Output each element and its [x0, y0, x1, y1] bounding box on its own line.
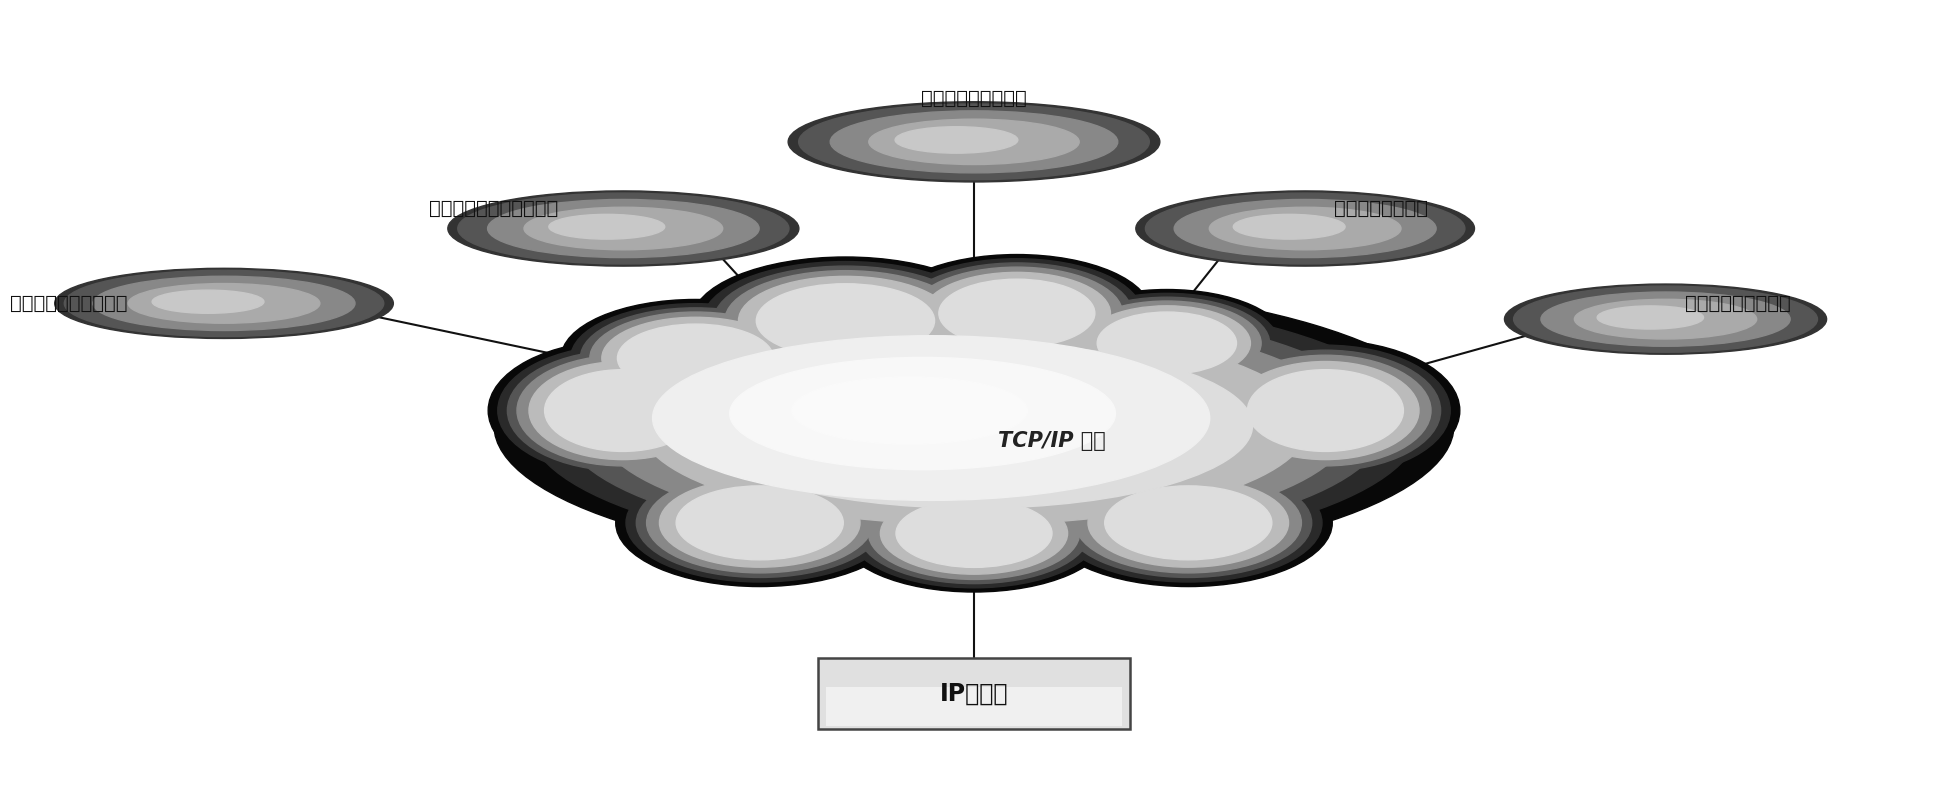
Ellipse shape — [1056, 293, 1278, 393]
Ellipse shape — [55, 268, 393, 339]
Ellipse shape — [1064, 297, 1270, 389]
Ellipse shape — [713, 266, 978, 375]
Ellipse shape — [590, 312, 801, 404]
Ellipse shape — [756, 284, 935, 358]
Ellipse shape — [487, 199, 760, 258]
Ellipse shape — [1210, 207, 1401, 250]
Ellipse shape — [545, 370, 701, 452]
Ellipse shape — [448, 191, 799, 266]
Ellipse shape — [1073, 301, 1260, 385]
Ellipse shape — [1231, 362, 1418, 459]
Ellipse shape — [499, 345, 748, 476]
Text: 交互式电视业务提供设备: 交互式电视业务提供设备 — [429, 199, 557, 218]
Ellipse shape — [625, 463, 894, 582]
Ellipse shape — [676, 486, 843, 559]
Ellipse shape — [506, 350, 738, 471]
Ellipse shape — [840, 474, 1108, 592]
Ellipse shape — [549, 214, 664, 240]
Ellipse shape — [1105, 486, 1272, 559]
Ellipse shape — [647, 473, 873, 573]
Ellipse shape — [94, 277, 355, 330]
Ellipse shape — [1075, 473, 1301, 573]
Ellipse shape — [596, 314, 1352, 537]
Ellipse shape — [830, 111, 1118, 173]
Ellipse shape — [1054, 463, 1323, 582]
Ellipse shape — [1514, 286, 1817, 352]
Ellipse shape — [563, 303, 1385, 548]
Ellipse shape — [1083, 306, 1251, 381]
Ellipse shape — [1574, 299, 1757, 339]
Ellipse shape — [637, 468, 882, 578]
Ellipse shape — [1175, 199, 1436, 258]
Ellipse shape — [791, 377, 1029, 444]
Ellipse shape — [152, 290, 265, 314]
Ellipse shape — [880, 492, 1068, 574]
Ellipse shape — [495, 283, 1453, 568]
Ellipse shape — [799, 104, 1149, 180]
Ellipse shape — [571, 303, 820, 413]
Ellipse shape — [1066, 468, 1311, 578]
Ellipse shape — [892, 258, 1142, 368]
Ellipse shape — [912, 267, 1122, 359]
Ellipse shape — [730, 358, 1116, 470]
Text: 电信业务提供设备: 电信业务提供设备 — [1334, 199, 1428, 218]
Text: 视频播业务提供设备: 视频播业务提供设备 — [921, 89, 1027, 108]
Ellipse shape — [703, 262, 988, 380]
Text: IP机顶盒: IP机顶盒 — [939, 682, 1009, 705]
Ellipse shape — [738, 277, 953, 365]
Ellipse shape — [1200, 345, 1449, 476]
Ellipse shape — [1504, 284, 1827, 355]
Ellipse shape — [896, 500, 1052, 567]
Ellipse shape — [1145, 193, 1465, 264]
Ellipse shape — [524, 207, 723, 250]
Ellipse shape — [1219, 355, 1432, 466]
Ellipse shape — [489, 340, 758, 481]
Ellipse shape — [129, 284, 319, 323]
Bar — [826, 686, 1122, 726]
Ellipse shape — [660, 478, 859, 567]
Ellipse shape — [1541, 292, 1790, 346]
Ellipse shape — [1089, 478, 1288, 567]
Ellipse shape — [789, 102, 1159, 182]
Ellipse shape — [939, 279, 1095, 348]
Ellipse shape — [1210, 350, 1442, 471]
Ellipse shape — [692, 257, 999, 385]
Ellipse shape — [581, 308, 810, 408]
Text: 互联网业务提供设备: 互联网业务提供设备 — [1685, 294, 1790, 313]
Ellipse shape — [1190, 340, 1459, 481]
Ellipse shape — [1233, 214, 1344, 240]
Ellipse shape — [616, 459, 904, 586]
Ellipse shape — [1097, 312, 1237, 374]
Ellipse shape — [64, 270, 384, 336]
Ellipse shape — [639, 326, 1309, 525]
Ellipse shape — [859, 483, 1089, 584]
Ellipse shape — [530, 362, 717, 459]
Ellipse shape — [882, 255, 1151, 372]
Ellipse shape — [602, 318, 789, 399]
Ellipse shape — [528, 293, 1420, 558]
Ellipse shape — [653, 336, 1210, 500]
Ellipse shape — [869, 487, 1079, 579]
Text: TCP/IP 网络: TCP/IP 网络 — [997, 431, 1106, 452]
Ellipse shape — [1247, 370, 1403, 452]
Ellipse shape — [923, 273, 1110, 354]
Ellipse shape — [1597, 306, 1703, 329]
Text: 传统电视业务提供设备: 传统电视业务提供设备 — [10, 294, 127, 313]
Ellipse shape — [1046, 289, 1288, 397]
Ellipse shape — [1044, 459, 1332, 586]
Ellipse shape — [849, 479, 1099, 588]
Ellipse shape — [458, 193, 789, 264]
Ellipse shape — [869, 119, 1079, 165]
Ellipse shape — [1136, 191, 1475, 266]
Ellipse shape — [618, 324, 773, 392]
Ellipse shape — [902, 263, 1132, 363]
Bar — [818, 658, 1130, 729]
Ellipse shape — [894, 127, 1017, 153]
Ellipse shape — [561, 299, 830, 417]
Ellipse shape — [516, 355, 729, 466]
Ellipse shape — [695, 343, 1253, 508]
Ellipse shape — [725, 270, 966, 371]
